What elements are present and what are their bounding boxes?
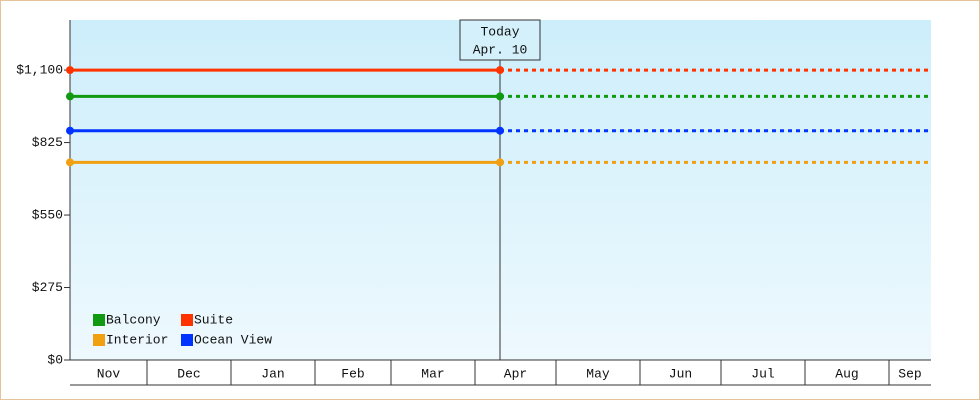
legend-swatch <box>181 314 193 326</box>
x-tick-label: Jan <box>261 366 284 381</box>
x-tick-label: Nov <box>97 366 121 381</box>
series-point <box>66 66 74 75</box>
x-tick-label: Jul <box>751 366 775 381</box>
y-tick-label: $825 <box>32 135 63 150</box>
x-tick-label: Sep <box>898 366 921 381</box>
y-tick-label: $1,100 <box>16 63 63 78</box>
today-date: Apr. 10 <box>473 42 528 57</box>
legend-swatch <box>93 334 105 346</box>
legend-label: Interior <box>106 332 168 347</box>
x-tick-label: Jun <box>669 366 692 381</box>
legend-label: Suite <box>194 312 233 327</box>
legend-label: Ocean View <box>194 332 272 347</box>
series-point <box>496 66 504 75</box>
x-tick-label: Aug <box>835 366 858 381</box>
series-point <box>496 158 504 167</box>
legend-swatch <box>181 334 193 346</box>
series-point <box>66 92 74 101</box>
series-point <box>66 126 74 135</box>
y-tick-label: $550 <box>32 207 63 222</box>
legend-swatch <box>93 314 105 326</box>
x-tick-label: May <box>586 366 610 381</box>
today-title: Today <box>480 24 519 39</box>
x-tick-label: Apr <box>504 366 527 381</box>
x-tick-label: Mar <box>421 366 444 381</box>
today-box <box>459 19 541 61</box>
series-point <box>66 158 74 167</box>
legend-label: Balcony <box>106 312 161 327</box>
x-tick-label: Feb <box>341 366 364 381</box>
x-tick-label: Dec <box>177 366 200 381</box>
y-tick-label: $275 <box>32 280 63 295</box>
series-point <box>496 126 504 135</box>
series-point <box>496 92 504 101</box>
y-tick-label: $0 <box>47 352 63 367</box>
